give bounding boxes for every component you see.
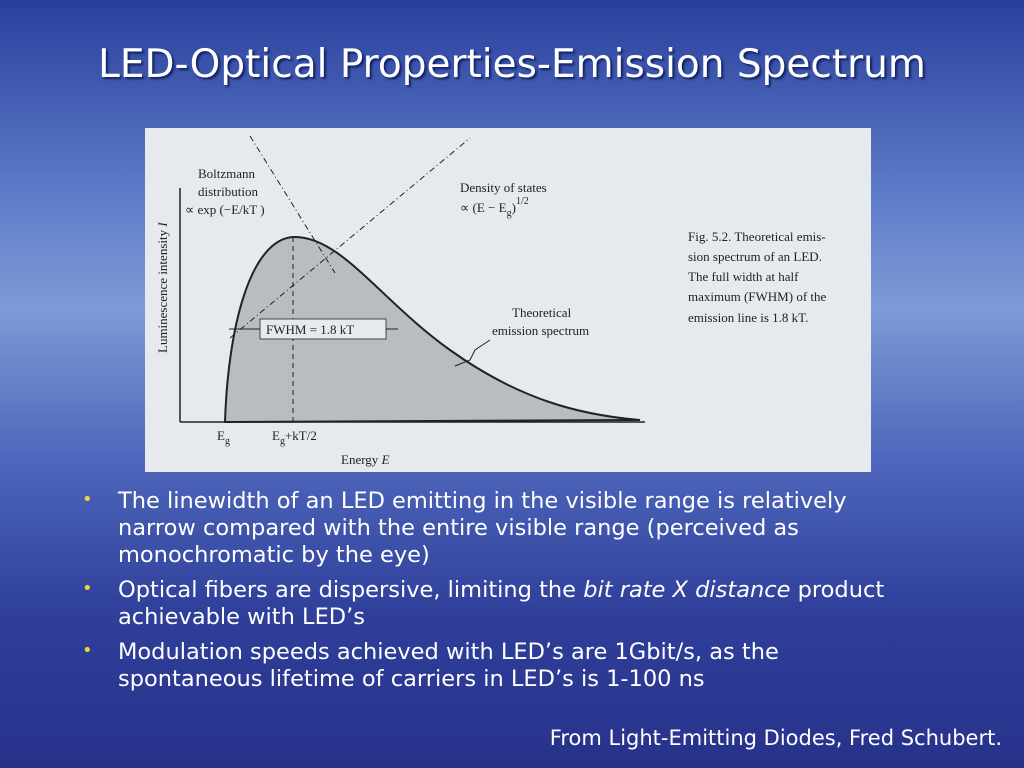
- density-2: ∝ (E − Eg)1/2: [460, 196, 529, 219]
- caption-line: Fig. 5.2. Theoretical emis-: [688, 229, 826, 244]
- theoretical-1: Theoretical: [512, 305, 572, 320]
- boltzmann-line: [249, 135, 336, 274]
- pointer: [454, 339, 491, 367]
- slide-title: LED-Optical Properties-Emission Spectrum: [98, 42, 926, 87]
- boltzmann-1: Boltzmann: [198, 166, 256, 181]
- bullet-italic: bit rate X distance: [583, 577, 791, 603]
- bullet-text: Modulation speeds achieved with LED’s ar…: [118, 639, 779, 692]
- caption-line: The full width at half: [688, 269, 799, 284]
- fwhm-label: FWHM = 1.8 kT: [266, 322, 354, 337]
- tick-eg-kt: Eg+kT/2: [272, 428, 317, 447]
- figure: FWHM = 1.8 kT Luminescence intensity I E…: [145, 128, 871, 472]
- bullet-text: The linewidth of an LED emitting in the …: [118, 488, 847, 568]
- bullet: Modulation speeds achieved with LED’s ar…: [80, 637, 900, 693]
- density-1: Density of states: [460, 180, 547, 195]
- caption-line: sion spectrum of an LED.: [688, 249, 822, 264]
- density-line: [229, 137, 471, 339]
- boltzmann-3: ∝ exp (−E/kT ): [185, 202, 265, 217]
- bullet: Optical fibers are dispersive, limiting …: [80, 575, 900, 631]
- bullet-text: product achievable with LED’s: [118, 577, 885, 630]
- caption-line: emission line is 1.8 kT.: [688, 310, 808, 325]
- source: From Light-Emitting Diodes, Fred Schuber…: [549, 726, 1002, 750]
- bullet-list: The linewidth of an LED emitting in the …: [80, 486, 900, 701]
- boltzmann-2: distribution: [198, 184, 258, 199]
- tick-eg: Eg: [217, 428, 230, 447]
- x-axis-label: Energy E: [341, 452, 390, 467]
- theoretical-2: emission spectrum: [492, 323, 589, 338]
- y-axis-label: Luminescence intensity I: [155, 222, 170, 353]
- fwhm-box: [259, 318, 387, 340]
- caption-line: maximum (FWHM) of the: [688, 289, 827, 304]
- emission-curve: [223, 235, 641, 424]
- bullet-text: Optical fibers are dispersive, limiting …: [118, 577, 584, 603]
- bullet: The linewidth of an LED emitting in the …: [80, 486, 900, 569]
